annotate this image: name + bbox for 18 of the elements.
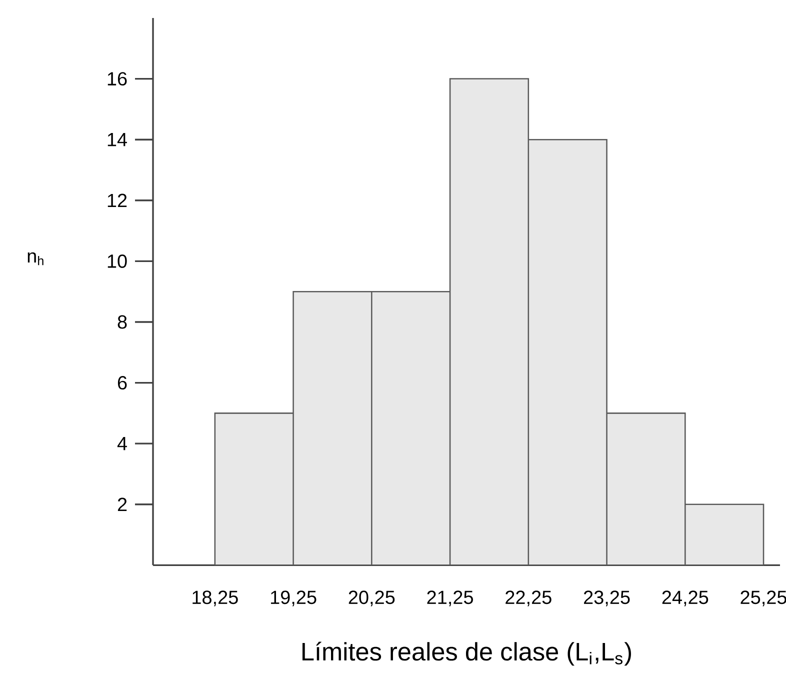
y-axis-title: n$_{h}$ xyxy=(28,252,44,266)
y-tick-label: 4 xyxy=(117,437,127,450)
y-tick-label: 14 xyxy=(108,133,127,146)
y-tick-label: 6 xyxy=(118,376,127,390)
x-tick-label: 18,25 xyxy=(192,590,238,606)
y-tick-label: 2 xyxy=(118,498,127,512)
x-axis-title: Límites reales de clase (L$_{i}$,L$_{s}$) xyxy=(302,642,631,666)
y-tick-label: 8 xyxy=(118,315,127,329)
y-tick-label: 10 xyxy=(108,254,127,268)
x-tick-label: 20,25 xyxy=(348,590,395,606)
x-tick-label: 25,25 xyxy=(740,590,786,606)
y-tick-label: 12 xyxy=(108,194,127,208)
x-tick-label: 21,25 xyxy=(427,590,473,606)
x-tick-label: 23,25 xyxy=(584,590,630,606)
y-tick-label: 16 xyxy=(108,72,127,86)
x-tick-label: 19,25 xyxy=(271,590,316,606)
x-tick-label: 24,25 xyxy=(662,590,708,606)
x-tick-label: 22,25 xyxy=(506,590,552,606)
